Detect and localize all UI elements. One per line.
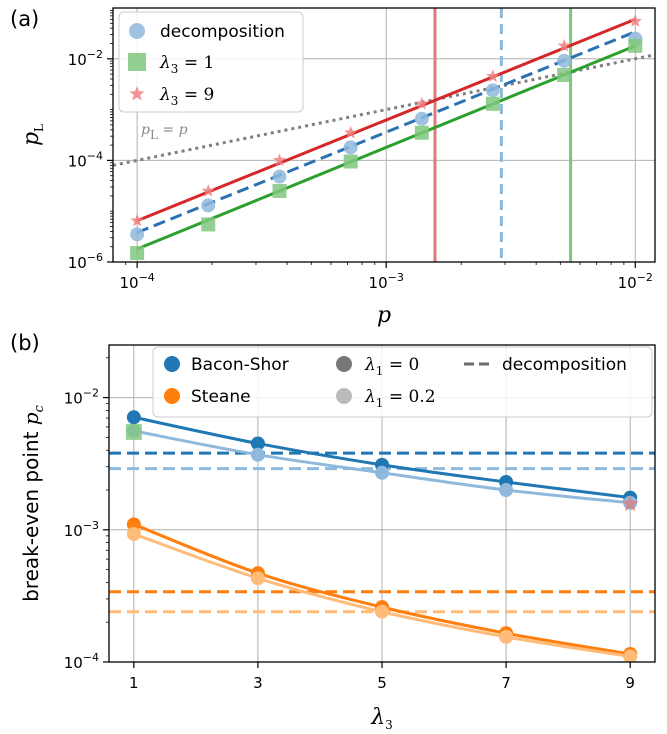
y-axis-label: break-even point pc <box>19 404 47 602</box>
reference-line-label: pL = p <box>141 122 188 142</box>
data-point <box>557 67 572 82</box>
panel-a-plot: pL = p 10−4 10−3 10−2 10−6 10−4 10−2 p pL decompo… <box>19 7 656 328</box>
break-even-point <box>126 526 141 541</box>
legend-label: λ3 = 1 <box>159 53 214 76</box>
panel-label-a: (a) <box>10 7 39 31</box>
break-even-point <box>126 410 141 425</box>
data-point <box>201 198 216 213</box>
break-even-point <box>499 629 514 644</box>
data-point <box>628 38 643 53</box>
y-tick-label: 10−4 <box>64 651 99 672</box>
highlight-marker <box>621 494 639 512</box>
fit-line <box>136 44 636 251</box>
x-tick-label: 10−4 <box>119 271 154 292</box>
legend-box <box>152 346 653 418</box>
legend-label: λ3 = 9 <box>159 85 214 108</box>
data-point <box>201 217 216 232</box>
data-point <box>201 183 215 197</box>
highlight-marker <box>125 423 142 440</box>
data-point <box>272 169 287 184</box>
panel-b-plot: 1 3 5 7 9 10−4 10−3 10−2 λ3 break-even point pc Ba… <box>19 344 656 732</box>
data-point <box>486 69 500 83</box>
data-point <box>485 83 500 98</box>
x-tick-label: 1 <box>129 674 139 692</box>
data-point <box>130 227 145 242</box>
data-point <box>485 96 500 111</box>
panel-label-b: (b) <box>10 331 40 355</box>
break-even-point <box>499 483 514 498</box>
legend-label: decomposition <box>160 22 285 42</box>
data-point <box>272 153 287 167</box>
x-tick-label: 7 <box>501 674 511 692</box>
data-point <box>628 14 642 27</box>
y-tick-label: 10−2 <box>68 48 103 69</box>
panel-a-data <box>113 8 655 262</box>
reference-line <box>113 53 655 167</box>
legend-label: Bacon-Shor <box>191 355 289 375</box>
y-tick-label: 10−3 <box>64 519 99 540</box>
x-axis-label: λ3 <box>370 705 393 732</box>
legend-label: λ1 = 0 <box>364 355 419 378</box>
data-point <box>343 140 358 155</box>
x-axis-label: p <box>377 303 391 328</box>
data-point <box>343 154 358 169</box>
panel-a-frame <box>112 7 656 263</box>
legend-marker <box>336 388 352 404</box>
x-tick-label: 5 <box>377 674 387 692</box>
data-point <box>344 125 358 139</box>
panel-b-data <box>109 410 655 662</box>
panel-a-legend: decomposition λ3 = 1 λ3 = 9 <box>118 11 304 113</box>
fit-line <box>136 17 636 223</box>
legend-box <box>118 11 304 113</box>
x-tick-label: 3 <box>253 674 263 692</box>
data-point <box>130 213 144 227</box>
data-point <box>557 53 572 68</box>
y-tick-label: 10−2 <box>64 387 99 408</box>
data-point <box>415 96 429 110</box>
legend-marker <box>164 388 180 404</box>
y-tick-label: 10−4 <box>68 149 103 170</box>
x-tick-label: 9 <box>625 674 635 692</box>
break-even-point <box>250 436 265 451</box>
data-point <box>414 111 429 126</box>
break-even-point <box>250 447 265 462</box>
data-point <box>272 183 287 198</box>
legend-label: λ1 = 0.2 <box>364 387 436 410</box>
legend-marker <box>128 53 146 71</box>
break-even-point <box>126 517 141 532</box>
legend-marker <box>129 86 145 101</box>
y-tick-label: 10−6 <box>68 251 103 272</box>
x-tick-label: 10−3 <box>369 271 404 292</box>
y-axis-label: pL <box>19 124 46 146</box>
break-even-point <box>623 649 638 662</box>
x-tick-label: 10−2 <box>618 271 653 292</box>
break-even-point <box>375 465 389 480</box>
legend-label: decomposition <box>502 355 627 375</box>
legend-marker <box>164 356 180 372</box>
data-point <box>414 125 429 140</box>
data-point <box>130 246 145 261</box>
panel-b-legend: Bacon-Shor Steane λ1 = 0 λ1 = 0.2 decomposit… <box>152 346 653 418</box>
data-point <box>557 38 571 52</box>
legend-marker <box>129 23 145 39</box>
break-even-point <box>250 571 265 586</box>
legend-label: Steane <box>191 387 251 407</box>
break-even-point <box>375 604 389 619</box>
legend-marker <box>336 356 352 372</box>
